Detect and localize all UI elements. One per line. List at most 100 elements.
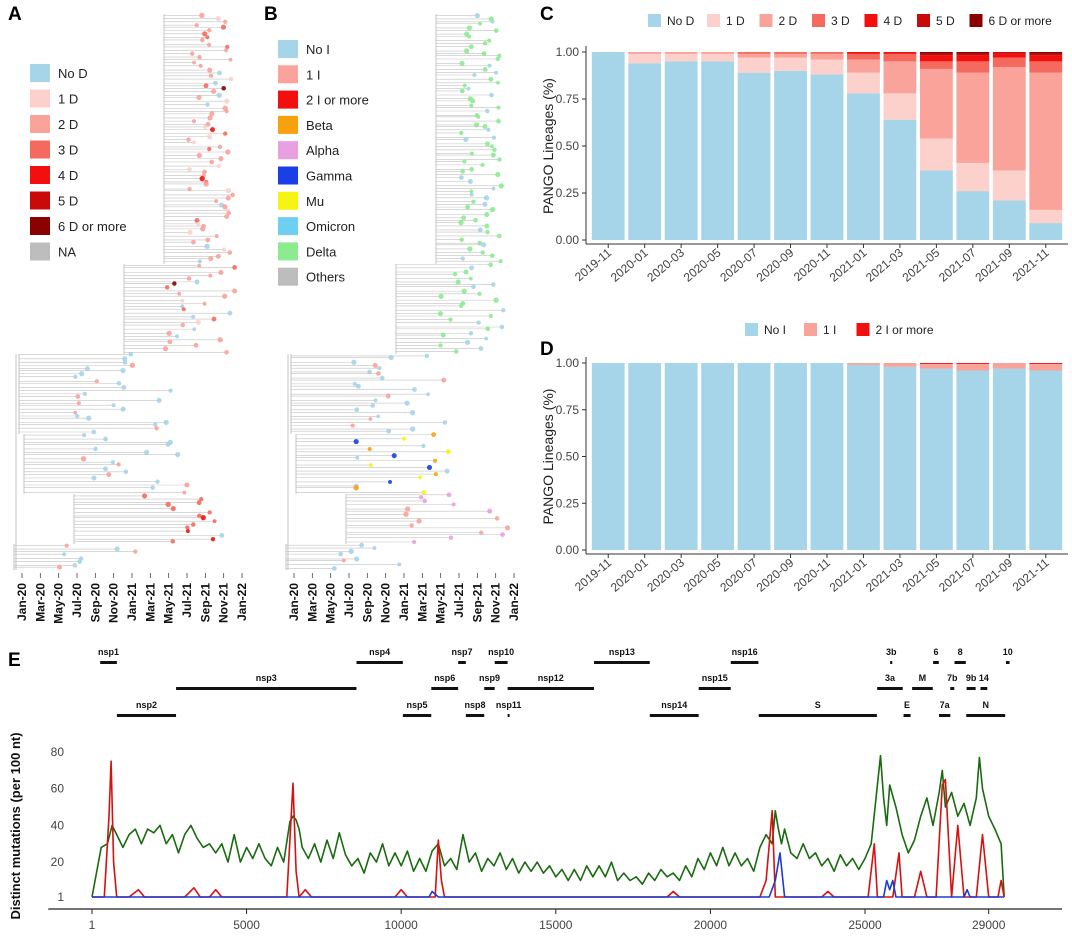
date-tick-label: Jan-21	[125, 583, 139, 621]
bar-segment	[847, 59, 880, 73]
tree-tip	[341, 558, 346, 563]
tree-tip	[438, 293, 444, 299]
tree-tip	[225, 44, 230, 50]
date-tick-label: Jul-21	[452, 583, 466, 618]
tree-tip	[484, 223, 490, 229]
gene-label: 14	[979, 673, 989, 683]
tree-tip	[219, 532, 225, 538]
bar-segment	[810, 52, 844, 54]
y-tick-label: 0.75	[556, 403, 580, 417]
x-tick-label: 2021-11	[1010, 245, 1052, 284]
tree-tip	[199, 496, 204, 502]
tree-tip	[209, 111, 215, 117]
tree-tip	[114, 546, 120, 552]
gene-label: E	[904, 700, 910, 710]
bar-segment	[919, 52, 953, 54]
tree-tip	[207, 146, 212, 152]
bar-segment	[992, 170, 1026, 201]
tree-tip	[354, 407, 360, 413]
panel-label-c: C	[540, 4, 554, 25]
x-tick-label: 2021-11	[1010, 555, 1052, 594]
tree-tip	[489, 253, 495, 259]
legend-swatch	[30, 115, 50, 133]
tree-tip	[493, 28, 499, 33]
y-tick-label: 1	[57, 890, 64, 904]
tree-tip	[205, 102, 210, 107]
bar-segment	[737, 72, 771, 241]
tree-tip	[82, 432, 87, 438]
gene-bar	[698, 687, 731, 690]
x-tick-label: 2021-07	[936, 555, 979, 594]
tree-tip	[391, 453, 397, 459]
x-tick-label: 2020-01	[608, 555, 651, 594]
tree-tip	[351, 359, 357, 365]
x-tick-label: 2020-03	[644, 555, 687, 594]
tree-tip	[191, 314, 196, 319]
gene-label: nsp2	[136, 700, 157, 710]
tree-tip	[195, 319, 201, 325]
tree-tip	[217, 337, 223, 343]
bar-segment	[956, 53, 990, 56]
tree-tip	[91, 475, 97, 481]
tree-a-date-axis: Jan-20 Mar-20 May-20 Jul-20 Sep-20 Nov-20 Jan-…	[15, 573, 249, 624]
tree-tip	[187, 186, 192, 192]
gene-bar	[933, 661, 939, 664]
x-tick-label: 2020-03	[644, 245, 687, 284]
bar-segment	[737, 57, 771, 73]
tree-tip	[62, 552, 67, 557]
tree-tip	[218, 269, 224, 275]
tree-tip	[451, 502, 456, 507]
tree-tip	[469, 151, 474, 156]
gene-label: nsp15	[702, 673, 728, 683]
tree-tip	[490, 152, 496, 158]
series-line	[92, 852, 1005, 898]
tree-tip	[207, 28, 212, 33]
gene-label: nsp10	[488, 647, 514, 657]
tree-tip	[133, 549, 138, 554]
bar-segment	[956, 191, 990, 240]
tree-tip	[462, 83, 467, 88]
tree-tip	[225, 149, 231, 155]
tree-tip	[479, 530, 484, 535]
y-tick-label: 0.00	[556, 543, 580, 557]
tree-tip	[200, 514, 206, 521]
date-tick-label: Mar-20	[33, 583, 47, 622]
tree-tip	[482, 124, 488, 130]
x-tick-label: 5000	[233, 918, 260, 932]
tree-tip	[473, 217, 478, 223]
tree-tip	[462, 159, 467, 164]
tree-tip	[116, 462, 121, 467]
bar-segment	[774, 70, 807, 240]
tree-tip	[421, 490, 427, 495]
gene-label: 7a	[940, 700, 951, 710]
tree-tip	[422, 498, 427, 504]
bar-segment	[847, 72, 880, 94]
x-tick-label: 10000	[384, 918, 418, 932]
tree-tip	[459, 88, 465, 94]
tree-tip	[207, 67, 213, 73]
legend-label: Alpha	[306, 143, 340, 158]
gene-bar	[100, 661, 117, 664]
tree-tip	[505, 525, 511, 531]
legend-label: No I	[764, 323, 786, 337]
tree-tip	[198, 63, 203, 68]
tree-tip	[433, 472, 438, 477]
legend-label: 1 I	[823, 323, 836, 337]
bar-segment	[919, 55, 953, 62]
gene-label: 3b	[886, 647, 897, 657]
tree-tip	[458, 175, 464, 180]
tree-tip	[431, 432, 437, 438]
gene-label: nsp14	[661, 700, 687, 710]
date-tick-label: Jul-20	[70, 583, 84, 618]
tree-tip	[403, 511, 409, 517]
x-tick-label: 2021-01	[827, 245, 870, 284]
gene-label: nsp8	[465, 700, 486, 710]
bar-segment	[883, 366, 917, 550]
legend-label: Beta	[306, 118, 334, 133]
tree-tip	[388, 480, 392, 484]
tree-tip	[199, 12, 205, 19]
bar-segment	[992, 57, 1026, 68]
bar-segment	[774, 57, 807, 71]
genome-mutation-line-chart: nsp1 nsp2 nsp3 nsp4 nsp5 nsp6 nsp7 nsp8 nsp9 nsp1…	[8, 647, 1062, 932]
x-tick-label: 1	[89, 918, 96, 932]
